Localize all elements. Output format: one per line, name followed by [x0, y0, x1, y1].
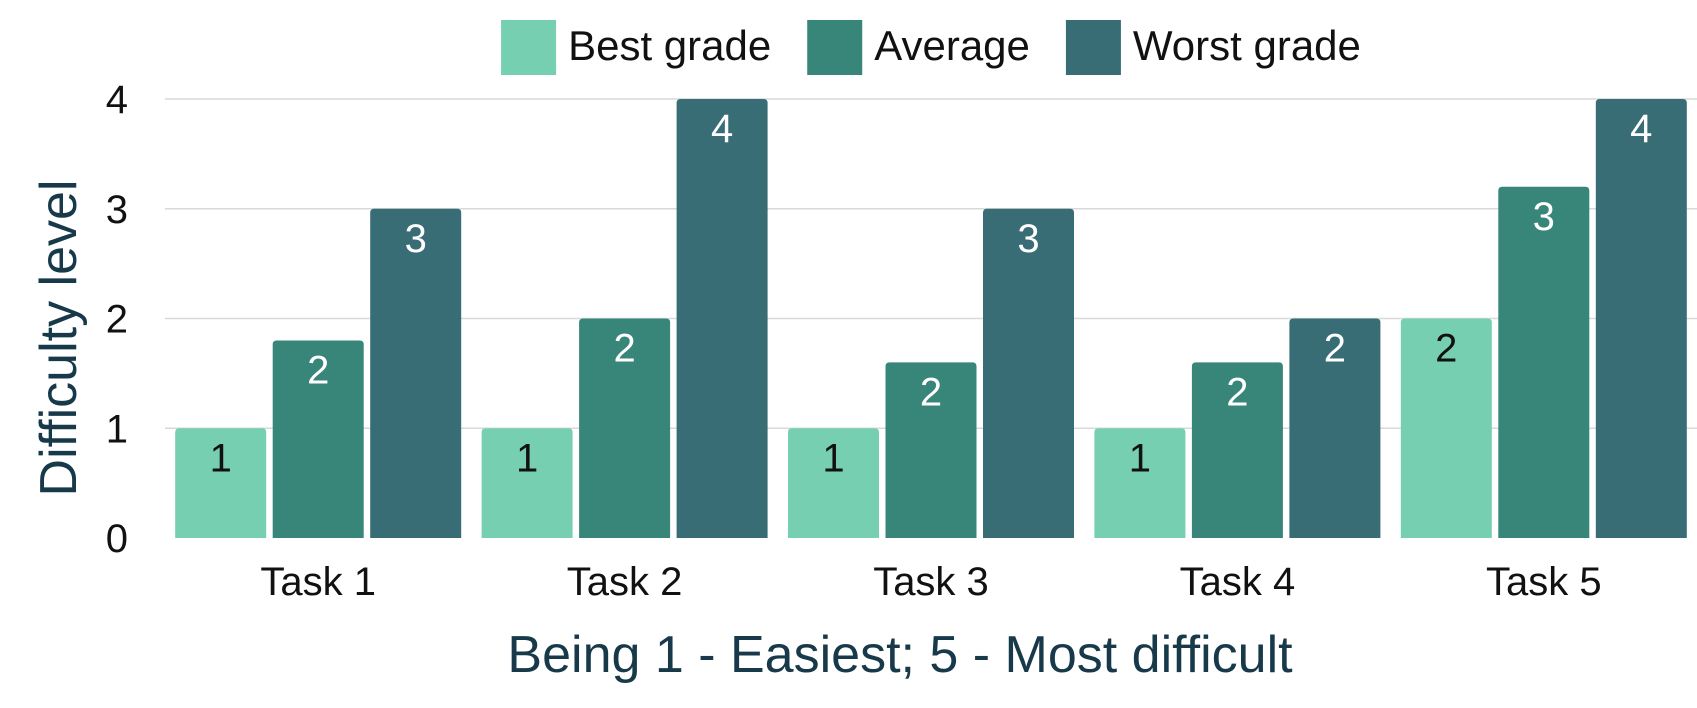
legend-swatch: [501, 20, 557, 75]
bar: [1400, 318, 1492, 538]
data-label: 1: [1129, 436, 1151, 480]
bar: [788, 428, 879, 538]
bar: [481, 428, 573, 538]
bar: [579, 318, 671, 538]
bar: [983, 208, 1074, 538]
bar: [1595, 99, 1687, 538]
data-label: 3: [1017, 217, 1039, 261]
bar: [175, 428, 267, 538]
data-label: 2: [1435, 327, 1457, 371]
data-label: 4: [711, 107, 733, 151]
data-label: 3: [405, 217, 427, 261]
x-tick-label: Task 5: [1486, 560, 1602, 604]
y-axis-ticks: 0 1 2 3 4: [106, 78, 128, 561]
bars: [175, 99, 1687, 539]
data-label: 3: [1533, 195, 1555, 239]
x-tick-label: Task 1: [260, 560, 376, 604]
data-label: 2: [1226, 370, 1248, 414]
x-tick-label: Task 4: [1180, 560, 1296, 604]
y-axis-title: Difficulty level: [30, 180, 88, 497]
y-tick-label: 4: [106, 78, 128, 122]
data-label: 2: [613, 327, 635, 371]
bar: [676, 99, 768, 538]
x-axis-ticks: Task 1 Task 2 Task 3 Task 4 Task 5: [260, 560, 1601, 604]
bar: [1289, 318, 1381, 538]
data-label: 1: [822, 436, 844, 480]
bar: [1191, 362, 1283, 538]
data-label: 2: [1324, 327, 1346, 371]
bar: [1498, 186, 1590, 539]
data-label: 1: [516, 436, 538, 480]
legend-label: Average: [874, 22, 1030, 69]
y-tick-label: 2: [106, 298, 128, 342]
data-label: 4: [1630, 107, 1652, 151]
data-label: 1: [210, 436, 232, 480]
x-axis-title: Being 1 - Easiest; 5 - Most difficult: [507, 626, 1293, 684]
x-tick-label: Task 3: [873, 560, 989, 604]
legend-label: Worst grade: [1133, 22, 1361, 69]
y-tick-label: 1: [106, 407, 128, 451]
data-label: 2: [307, 348, 329, 392]
legend-label: Best grade: [568, 22, 771, 69]
legend-swatch: [807, 20, 863, 75]
bar: [1094, 428, 1186, 538]
legend: Best grade Average Worst grade: [501, 20, 1361, 75]
bar: [370, 208, 462, 538]
x-tick-label: Task 2: [567, 560, 683, 604]
data-label: 2: [920, 370, 942, 414]
y-tick-label: 3: [106, 188, 128, 232]
bar: [885, 362, 977, 538]
bar: [272, 340, 364, 538]
data-labels: 1 2 3 1 2 4 1 2 3 1 2 2 2 3 4: [210, 107, 1653, 480]
legend-swatch: [1065, 20, 1121, 75]
y-tick-label: 0: [106, 517, 128, 561]
